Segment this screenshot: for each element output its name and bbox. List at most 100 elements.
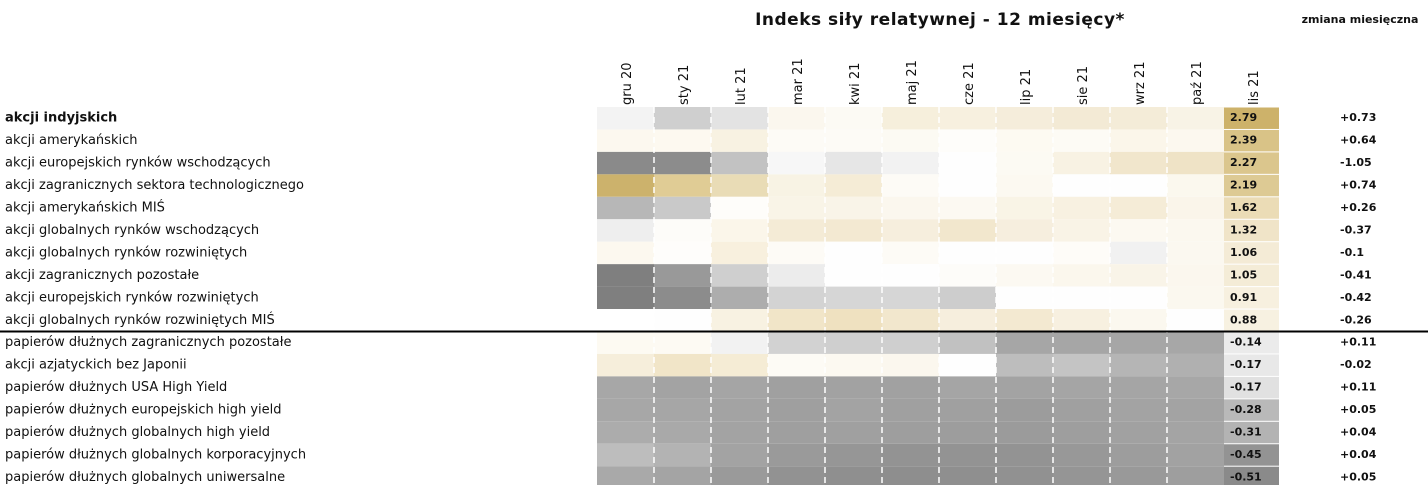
change: +0.73: [1340, 111, 1376, 124]
value: -0.14: [1230, 336, 1262, 349]
heat-cell: [1167, 331, 1224, 354]
heat-cell: [1167, 286, 1224, 310]
change-header: zmiana miesięczna: [1302, 13, 1419, 26]
heat-cell: [711, 196, 768, 220]
heat-cell: [939, 107, 996, 130]
heat-cell: [1167, 151, 1224, 175]
heat-cell: [1167, 219, 1224, 242]
value: -0.51: [1230, 470, 1262, 483]
row-label: papierów dłużnych globalnych high yield: [5, 425, 270, 440]
heat-cell: [1053, 286, 1110, 310]
heat-cell: [1053, 264, 1110, 287]
heat-cell: [882, 286, 939, 310]
heat-cell: [654, 196, 711, 220]
heat-cell: [996, 466, 1053, 485]
heat-cell: [711, 421, 768, 444]
heat-cell: [768, 151, 825, 175]
heat-cell: [825, 376, 882, 399]
row-label: papierów dłużnych europejskich high yiel…: [5, 403, 282, 418]
heat-cell: [1110, 107, 1167, 130]
month-label: gru 20: [620, 62, 635, 105]
heat-cell: [996, 286, 1053, 310]
heat-cell: [597, 376, 654, 399]
heat-cell: [1053, 219, 1110, 242]
row-label: akcji amerykańskich MIŚ: [5, 200, 165, 216]
heat-cell: [939, 129, 996, 152]
row-label: akcji globalnych rynków rozwiniętych: [5, 245, 247, 260]
heat-cell: [882, 196, 939, 220]
heat-cell: [597, 129, 654, 152]
heat-cell: [1167, 241, 1224, 265]
heat-cell: [711, 107, 768, 130]
change: +0.11: [1340, 336, 1376, 349]
heat-cell: [1110, 241, 1167, 265]
change: +0.04: [1340, 426, 1377, 439]
change: -0.42: [1340, 291, 1372, 304]
heat-cell: [996, 264, 1053, 287]
heat-cell: [1167, 196, 1224, 220]
heat-cell: [1167, 466, 1224, 485]
heat-cell: [1053, 309, 1110, 332]
heat-cell: [1053, 376, 1110, 399]
heat-cell: [939, 286, 996, 310]
heat-cell: [1053, 331, 1110, 354]
heat-cell: [882, 421, 939, 444]
heat-cell: [1167, 129, 1224, 152]
row-label: akcji zagranicznych sektora technologicz…: [5, 178, 304, 193]
heat-cell: [825, 443, 882, 467]
row-label: akcji zagranicznych pozostałe: [5, 268, 199, 283]
heat-cell: [711, 219, 768, 242]
heat-cell: [996, 107, 1053, 130]
value-cell: [1224, 219, 1279, 242]
heat-cell: [882, 174, 939, 197]
heat-cell: [939, 174, 996, 197]
change: +0.74: [1340, 179, 1377, 192]
heat-cell: [825, 331, 882, 354]
heat-cell: [654, 443, 711, 467]
heat-cell: [1053, 466, 1110, 485]
heat-cell: [654, 241, 711, 265]
heat-cell: [1053, 151, 1110, 175]
value-cell: [1224, 376, 1279, 399]
heat-cell: [654, 219, 711, 242]
value: -0.45: [1230, 448, 1262, 461]
heat-cell: [939, 466, 996, 485]
heat-cell: [1167, 421, 1224, 444]
value-cell: [1224, 354, 1279, 376]
value: 1.62: [1230, 201, 1257, 214]
heat-cell: [768, 353, 825, 377]
change: +0.26: [1340, 201, 1377, 214]
heat-cell: [711, 174, 768, 197]
heat-cell: [768, 398, 825, 422]
change: +0.05: [1340, 470, 1376, 483]
row-label: akcji globalnych rynków wschodzących: [5, 223, 259, 238]
heat-cell: [882, 398, 939, 422]
row-label: akcji azjatyckich bez Japonii: [5, 358, 187, 373]
value-cell: [1224, 444, 1279, 466]
row-label: papierów dłużnych globalnych korporacyjn…: [5, 447, 306, 462]
value-cell: [1224, 287, 1279, 309]
heat-cell: [882, 151, 939, 175]
month-label: paź 21: [1190, 61, 1205, 105]
heat-cell: [825, 219, 882, 242]
heat-cell: [1167, 376, 1224, 399]
heat-cell: [597, 264, 654, 287]
heat-cell: [882, 466, 939, 485]
change: +0.05: [1340, 403, 1376, 416]
heat-cell: [1053, 353, 1110, 377]
heat-cell: [825, 151, 882, 175]
value: -0.17: [1230, 381, 1262, 394]
heat-cell: [996, 129, 1053, 152]
heat-cell: [1110, 353, 1167, 377]
heat-cell: [996, 196, 1053, 220]
value-cell: [1224, 197, 1279, 219]
value: 1.06: [1230, 246, 1257, 259]
heat-cell: [1110, 174, 1167, 197]
heat-cell: [597, 151, 654, 175]
heat-cell: [825, 264, 882, 287]
heat-cell: [768, 286, 825, 310]
heat-cell: [654, 331, 711, 354]
row-label: papierów dłużnych globalnych uniwersalne: [5, 470, 285, 485]
heat-cell: [996, 353, 1053, 377]
